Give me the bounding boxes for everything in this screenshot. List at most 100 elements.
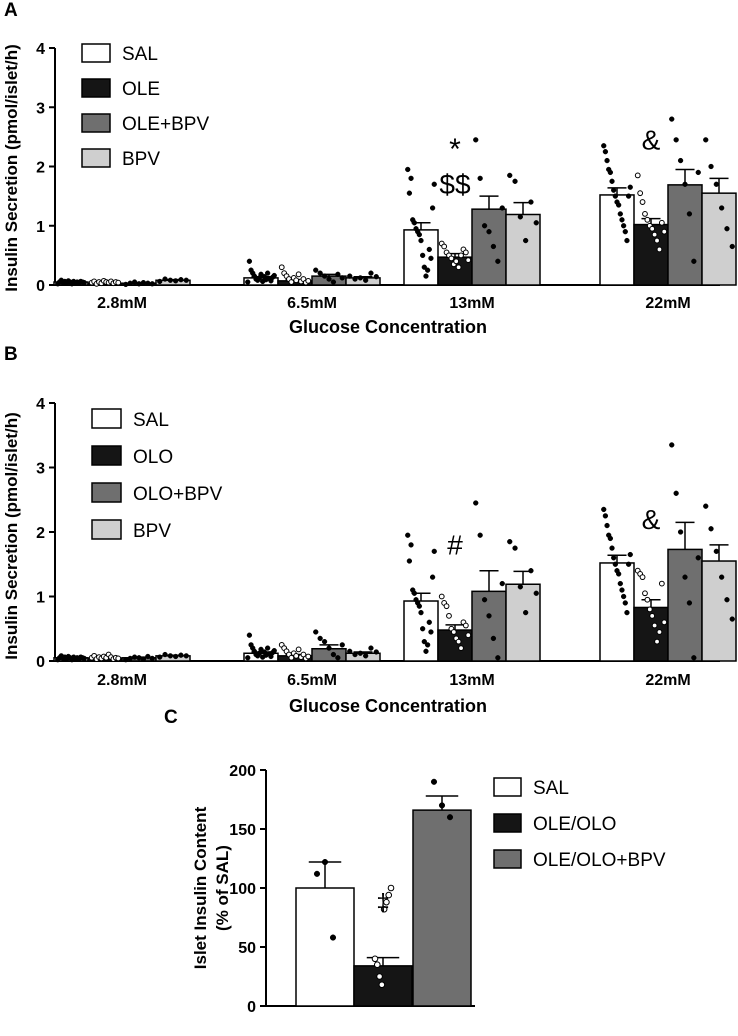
data-point xyxy=(661,228,668,235)
legend-label: OLO+BPV xyxy=(133,484,223,505)
data-point xyxy=(313,629,319,635)
data-point xyxy=(465,632,472,639)
data-point xyxy=(416,231,422,238)
data-point xyxy=(719,574,725,580)
data-point xyxy=(528,568,534,574)
data-point xyxy=(295,271,302,278)
y-tick-label: 0 xyxy=(36,654,45,671)
legend-label: SAL xyxy=(133,410,169,431)
significance-marker: # xyxy=(447,530,463,561)
data-point xyxy=(490,243,497,250)
data-point xyxy=(140,279,147,286)
legend-swatch xyxy=(81,148,111,168)
data-point xyxy=(624,237,630,244)
data-point xyxy=(642,590,648,597)
significance-marker: ‡ xyxy=(376,890,389,917)
data-point xyxy=(408,175,414,182)
bar-ole-olo-bpv xyxy=(412,809,472,1007)
data-point xyxy=(691,655,697,661)
data-point xyxy=(695,555,701,561)
legend-swatch xyxy=(81,113,111,133)
bar-bpv xyxy=(701,192,737,286)
data-point xyxy=(357,650,363,656)
data-point xyxy=(411,590,418,596)
legend-swatch xyxy=(81,43,111,63)
data-point xyxy=(619,587,625,593)
data-point xyxy=(288,279,295,285)
panel-b: B 0 1 2 3 4 Insulin Secretion (pmol/islet/h) 2.… xyxy=(2,344,737,716)
data-point xyxy=(411,220,418,226)
data-point xyxy=(507,539,513,545)
legend-swatch xyxy=(81,78,111,98)
data-point xyxy=(317,270,323,276)
data-point xyxy=(669,116,675,122)
data-point xyxy=(639,199,646,205)
data-point xyxy=(363,277,369,283)
data-point xyxy=(406,190,413,196)
y-tick-label: 3 xyxy=(36,100,45,117)
data-point xyxy=(373,274,379,280)
data-point xyxy=(326,276,332,282)
data-point xyxy=(477,532,483,538)
legend-swatch xyxy=(91,408,122,429)
data-point xyxy=(408,542,414,548)
panel-label: B xyxy=(4,344,18,365)
data-point xyxy=(352,651,358,658)
panel-c: C 0 50 100 150 200 Islet Insulin Content (% of … xyxy=(164,707,666,1016)
data-point xyxy=(607,169,614,176)
data-point xyxy=(81,279,87,286)
x-tick-label: 2.8mM xyxy=(97,672,147,689)
data-point xyxy=(677,529,684,535)
significance-marker: * xyxy=(449,133,461,166)
significance-marker: & xyxy=(642,125,661,156)
data-point xyxy=(245,279,251,285)
data-point xyxy=(339,642,345,648)
data-point xyxy=(421,264,427,270)
data-point xyxy=(339,275,345,281)
data-point xyxy=(426,619,432,625)
data-point xyxy=(264,645,271,651)
data-point xyxy=(321,273,328,279)
data-point xyxy=(426,246,432,253)
data-point xyxy=(450,629,457,635)
data-point xyxy=(115,655,122,662)
legend-label: BPV xyxy=(122,149,160,170)
data-point xyxy=(335,271,341,277)
legend-swatch xyxy=(493,777,522,797)
data-point xyxy=(601,143,607,149)
x-tick-label: 2.8mM xyxy=(97,295,147,312)
data-point xyxy=(278,264,285,271)
data-point xyxy=(512,178,518,184)
data-point xyxy=(673,490,679,496)
data-point xyxy=(616,202,622,208)
legend-swatch xyxy=(91,482,122,503)
data-point xyxy=(115,279,122,286)
data-point xyxy=(140,656,147,662)
data-point xyxy=(136,281,142,287)
data-point xyxy=(639,574,646,581)
data-point xyxy=(288,654,295,661)
data-point xyxy=(458,252,464,259)
data-point xyxy=(363,653,369,659)
data-point xyxy=(620,223,627,229)
data-point xyxy=(123,281,129,288)
data-point xyxy=(612,193,618,199)
data-point xyxy=(642,211,648,217)
data-point xyxy=(321,858,329,866)
data-point xyxy=(420,626,426,632)
data-point xyxy=(305,277,312,284)
y-tick-label: 100 xyxy=(229,881,256,898)
data-point xyxy=(455,638,462,645)
x-tick-label: 6.5mM xyxy=(287,672,337,689)
data-point xyxy=(523,237,529,244)
data-point xyxy=(264,270,271,276)
data-point xyxy=(499,580,505,587)
y-tick-label: 2 xyxy=(36,160,45,177)
bar-bpv xyxy=(505,213,541,286)
data-point xyxy=(486,229,492,235)
data-point xyxy=(724,597,730,603)
data-point xyxy=(424,267,431,273)
data-point xyxy=(330,279,337,285)
data-point xyxy=(495,258,501,264)
data-point xyxy=(703,137,709,143)
